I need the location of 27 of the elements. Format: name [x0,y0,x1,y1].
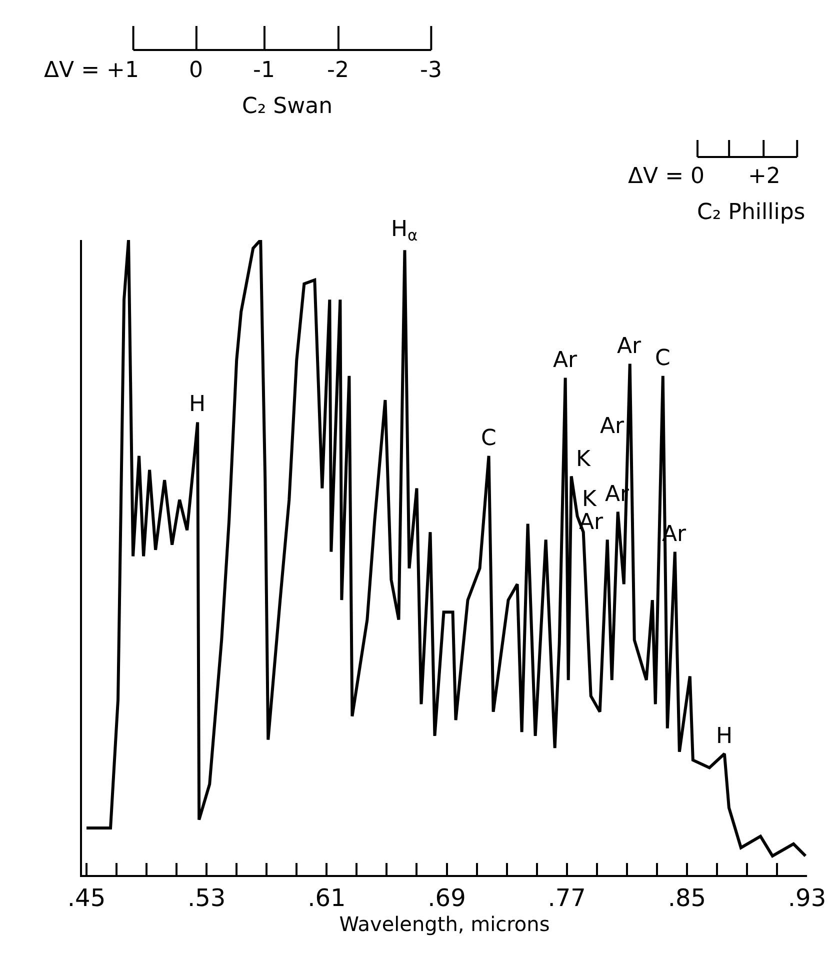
x-tick-label: .45 [67,884,106,912]
text: -3 [420,58,442,83]
annotation: Ar [600,414,626,439]
text: -1 [253,58,275,83]
annotation: H [189,392,206,417]
annotation: K [576,447,591,472]
x-tick-label: .61 [308,884,346,912]
x-tick-label: .77 [548,884,586,912]
x-tick-label: .85 [668,884,706,912]
text: +2 [748,164,780,189]
text: ΔV = 0 [628,164,705,189]
annotation: C [655,346,670,371]
x-tick-label: .93 [788,884,826,912]
annotation: C [481,426,496,451]
x-tick-label: .53 [188,884,226,912]
text: 0 [189,58,203,83]
annotation: H [716,724,733,749]
x-tick-label: .69 [428,884,466,912]
text: -2 [327,58,349,83]
annotation: Ar [617,334,642,359]
x-axis-title: Wavelength, microns [339,912,550,936]
text: C₂ Phillips [697,200,806,225]
annotation: K [582,487,597,512]
annotation: H$_{α}$ [391,217,418,245]
annotation: Ar [553,348,578,373]
text: C₂ Swan [242,94,333,119]
text: ΔV = +1 [44,58,139,83]
